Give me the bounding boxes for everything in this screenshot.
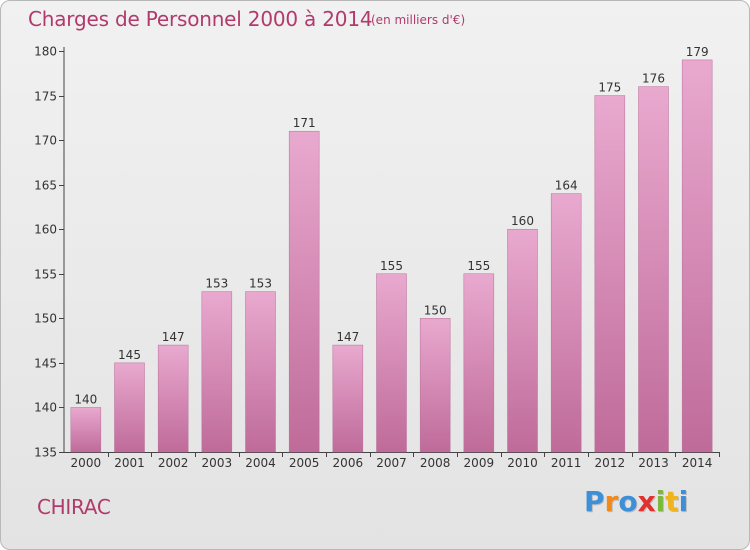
logo-letter: t xyxy=(665,485,679,518)
logo-letter: r xyxy=(604,485,619,518)
x-tick-label: 2013 xyxy=(638,456,669,470)
x-tick-label: 2001 xyxy=(114,456,145,470)
bar xyxy=(70,407,102,453)
bar-value-label: 179 xyxy=(686,45,709,59)
bar-value-label: 164 xyxy=(555,179,578,193)
bar xyxy=(201,291,233,453)
bar-value-label: 160 xyxy=(511,214,534,228)
x-tick-label: 2002 xyxy=(158,456,189,470)
bar-value-label: 147 xyxy=(336,330,359,344)
bar xyxy=(157,344,189,453)
x-tick-label: 2004 xyxy=(245,456,276,470)
x-tick-label: 2010 xyxy=(507,456,538,470)
bar-value-label: 153 xyxy=(205,277,228,291)
bar xyxy=(594,95,626,453)
bar xyxy=(114,362,145,453)
y-tick-label: 160 xyxy=(34,223,57,237)
y-tick-label: 145 xyxy=(34,357,57,371)
bar-value-label: 153 xyxy=(249,277,272,291)
y-tick-label: 140 xyxy=(34,401,57,415)
x-tick-label: 2000 xyxy=(71,456,102,470)
bar xyxy=(288,130,320,453)
x-tick-label: 2007 xyxy=(376,456,407,470)
chart-title: Charges de Personnel 2000 à 2014 xyxy=(28,7,373,31)
x-tick-label: 2006 xyxy=(333,456,364,470)
x-tick-label: 2005 xyxy=(289,456,320,470)
y-tick-label: 180 xyxy=(34,45,57,59)
logo-letter: i xyxy=(678,485,689,518)
logo-letter: i xyxy=(655,485,666,518)
y-tick-label: 135 xyxy=(34,446,57,460)
proxiti-logo: Proxiti xyxy=(584,485,688,518)
bar xyxy=(638,86,669,453)
bar-value-label: 155 xyxy=(380,259,403,273)
logo-letter: P xyxy=(584,485,605,518)
logo-letter: o xyxy=(618,485,638,518)
y-tick-label: 175 xyxy=(34,90,57,104)
logo-letter: x xyxy=(637,485,656,518)
x-tick-label: 2011 xyxy=(551,456,582,470)
bar xyxy=(550,193,582,453)
bar-value-label: 140 xyxy=(74,392,97,406)
bar-value-label: 155 xyxy=(467,259,490,273)
x-tick-label: 2012 xyxy=(595,456,626,470)
y-tick-label: 155 xyxy=(34,268,57,282)
y-tick-label: 165 xyxy=(34,179,57,193)
bar-value-label: 171 xyxy=(293,116,316,130)
chart-subtitle: (en milliers d'€) xyxy=(371,13,466,27)
bar-value-label: 175 xyxy=(598,81,621,95)
bar-value-label: 150 xyxy=(424,303,447,317)
bar xyxy=(376,273,407,453)
bar-value-label: 147 xyxy=(162,330,185,344)
y-tick-label: 170 xyxy=(34,134,57,148)
bar-value-label: 145 xyxy=(118,348,141,362)
x-tick-label: 2003 xyxy=(202,456,233,470)
bar xyxy=(681,59,713,453)
y-tick-label: 150 xyxy=(34,312,57,326)
x-tick-label: 2008 xyxy=(420,456,451,470)
bar xyxy=(419,318,451,453)
bar xyxy=(332,344,364,453)
bar xyxy=(245,291,276,453)
commune-name: CHIRAC xyxy=(37,495,111,519)
bar xyxy=(463,273,495,453)
bar-value-label: 176 xyxy=(642,72,665,86)
bar xyxy=(507,228,538,453)
x-tick-label: 2014 xyxy=(682,456,713,470)
x-tick-label: 2009 xyxy=(464,456,495,470)
